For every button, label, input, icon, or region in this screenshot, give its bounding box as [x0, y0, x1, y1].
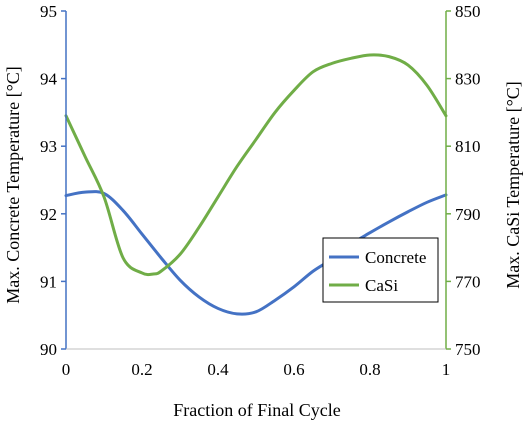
right-tick-label: 790	[455, 205, 481, 224]
x-tick-label: 0.4	[207, 360, 229, 379]
legend: Concrete CaSi	[322, 237, 439, 303]
left-y-axis-title: Max. Concrete Temperature [°C]	[3, 66, 23, 304]
x-tick-label: 1	[442, 360, 451, 379]
x-tick-label: 0	[62, 360, 71, 379]
legend-label-casi: CaSi	[365, 276, 398, 295]
x-axis: 0 0.2 0.4 0.6 0.8 1	[62, 348, 451, 379]
x-tick-label: 0.8	[359, 360, 380, 379]
right-tick-label: 750	[455, 340, 481, 359]
right-y-axis: 750 770 790 810 830 850	[445, 2, 481, 359]
series-line-casi	[64, 53, 448, 277]
left-tick-label: 94	[40, 70, 58, 89]
right-tick-label: 810	[455, 137, 481, 156]
left-tick-label: 95	[40, 2, 57, 21]
right-tick-label: 850	[455, 2, 481, 21]
x-tick-label: 0.6	[283, 360, 304, 379]
right-tick-label: 770	[455, 272, 481, 291]
left-tick-label: 93	[40, 137, 57, 156]
left-tick-label: 91	[40, 272, 57, 291]
left-tick-label: 92	[40, 205, 57, 224]
x-tick-label: 0.2	[131, 360, 152, 379]
left-y-axis: 90 91 92 93 94 95	[40, 2, 67, 359]
plot-area	[64, 53, 448, 316]
right-y-axis-title: Max. CaSi Temperature [°C]	[503, 81, 523, 289]
series-line-concrete	[64, 190, 448, 316]
legend-box	[322, 237, 439, 303]
left-tick-label: 90	[40, 340, 57, 359]
right-tick-label: 830	[455, 70, 481, 89]
legend-label-concrete: Concrete	[365, 248, 426, 267]
x-axis-title: Fraction of Final Cycle	[173, 400, 340, 420]
